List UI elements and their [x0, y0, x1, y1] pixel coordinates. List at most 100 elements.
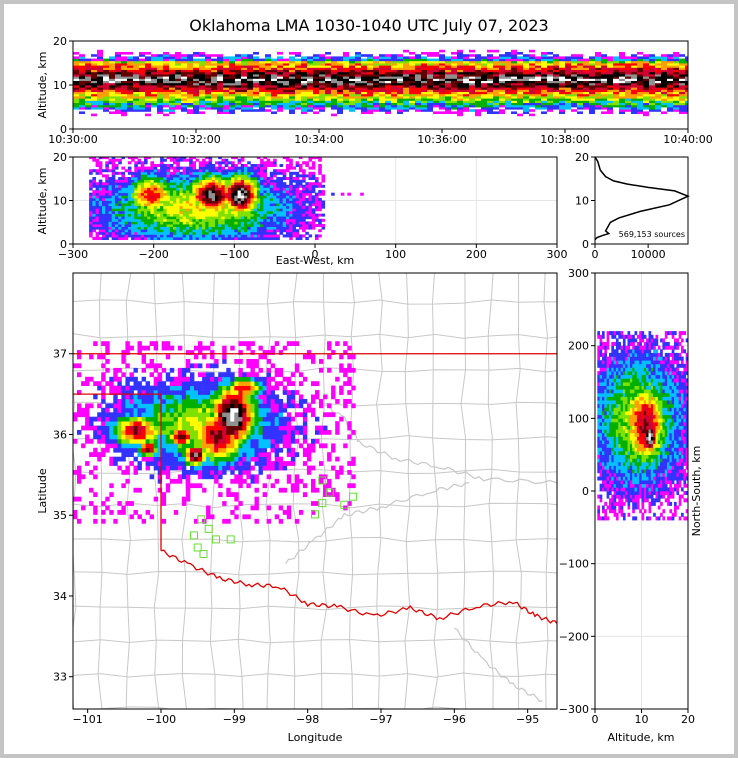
density-cell	[221, 229, 225, 233]
density-cell	[73, 100, 79, 103]
density-cell	[211, 169, 216, 173]
density-cell	[379, 74, 385, 77]
density-cell	[373, 76, 379, 79]
density-cell	[457, 56, 463, 59]
density-cell	[276, 179, 280, 183]
density-cell	[79, 60, 85, 64]
density-cell	[217, 76, 223, 79]
density-cell	[192, 195, 196, 199]
density-cell	[250, 224, 255, 227]
density-cell	[103, 69, 109, 73]
density-cell	[244, 166, 248, 170]
density-cell	[140, 210, 145, 214]
density-cell	[189, 192, 193, 196]
density-cell	[292, 218, 296, 222]
density-cell	[625, 60, 631, 64]
density-cell	[253, 69, 259, 73]
density-cell	[523, 89, 529, 92]
density-cell	[409, 98, 415, 101]
density-cell	[240, 177, 245, 180]
density-cell	[156, 224, 161, 227]
density-cell	[118, 184, 122, 188]
density-cell	[271, 82, 277, 86]
density-cell	[367, 54, 373, 57]
density-cell	[105, 407, 110, 413]
density-cell	[98, 179, 103, 183]
density-cell	[433, 80, 439, 84]
density-cell	[319, 107, 325, 110]
density-cell	[89, 184, 93, 188]
density-cell	[199, 104, 205, 108]
density-cell	[355, 56, 361, 59]
altitude-time-ylabel: Altitude, km	[36, 51, 49, 118]
density-cell	[295, 213, 300, 217]
density-cell	[151, 93, 157, 97]
density-cell	[595, 107, 601, 110]
density-cell	[218, 187, 222, 191]
density-cell	[150, 221, 154, 225]
density-cell	[211, 195, 216, 199]
density-cell	[373, 78, 379, 81]
density-cell	[463, 104, 469, 108]
density-cell	[202, 234, 206, 238]
density-cell	[679, 65, 685, 68]
density-cell	[403, 91, 409, 95]
density-cell	[523, 87, 529, 90]
density-cell	[547, 80, 553, 84]
density-cell	[91, 91, 97, 95]
density-cell	[661, 76, 667, 79]
density-cell	[355, 67, 361, 70]
density-cell	[385, 67, 391, 70]
density-cell	[631, 107, 637, 110]
density-cell	[349, 74, 355, 77]
density-cell	[282, 197, 287, 201]
density-cell	[187, 96, 193, 99]
density-cell	[302, 229, 306, 233]
density-cell	[385, 107, 391, 110]
density-cell	[282, 174, 287, 178]
density-cell	[311, 174, 316, 178]
density-cell	[487, 98, 493, 101]
density-cell	[547, 98, 553, 101]
density-cell	[577, 78, 583, 81]
density-cell	[192, 171, 196, 175]
density-cell	[95, 218, 100, 222]
density-cell	[98, 157, 103, 160]
density-cell	[93, 394, 98, 400]
density-cell	[256, 208, 261, 212]
density-cell	[415, 91, 421, 95]
density-cell	[202, 205, 206, 209]
density-cell	[77, 465, 82, 471]
density-cell	[181, 69, 187, 73]
density-cell	[308, 157, 313, 160]
density-cell	[289, 164, 293, 167]
density-cell	[92, 195, 96, 199]
density-cell	[199, 98, 205, 101]
density-cell	[215, 177, 219, 180]
density-cell	[153, 229, 158, 233]
density-cell	[157, 76, 163, 79]
density-cell	[487, 60, 493, 64]
density-cell	[260, 229, 264, 233]
density-cell	[649, 56, 655, 59]
density-cell	[661, 58, 667, 62]
density-cell	[211, 76, 217, 79]
density-cell	[631, 98, 637, 101]
density-cell	[256, 171, 261, 175]
density-cell	[140, 221, 145, 225]
density-cell	[117, 412, 122, 418]
density-cell	[559, 71, 565, 75]
density-cell	[105, 425, 110, 431]
density-cell	[511, 63, 517, 66]
density-cell	[240, 169, 245, 173]
density-cell	[156, 190, 161, 194]
density-cell	[385, 98, 391, 101]
density-cell	[481, 96, 487, 99]
density-cell	[193, 104, 199, 108]
density-cell	[289, 56, 295, 59]
density-cell	[523, 102, 529, 106]
density-cell	[189, 218, 193, 222]
density-cell	[523, 76, 529, 79]
density-cell	[403, 89, 409, 92]
density-cell	[89, 226, 93, 230]
